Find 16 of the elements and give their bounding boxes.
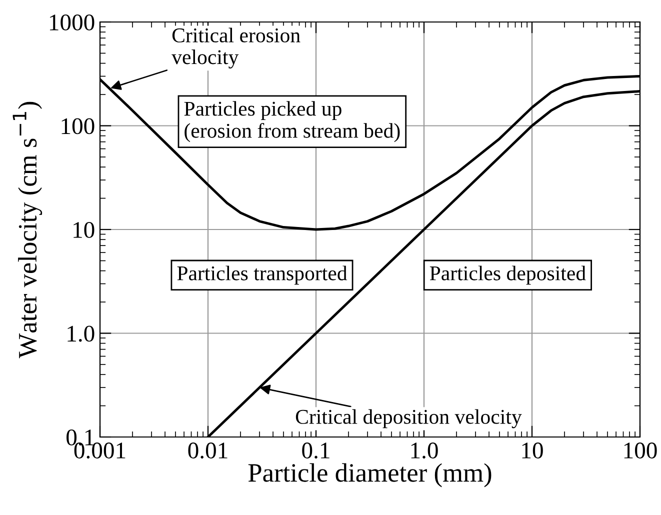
annotation: Critical erosion velocity [172, 28, 300, 68]
y-tick-label: 1000 [50, 14, 94, 30]
y-tick-label: 10 [74, 222, 94, 238]
x-tick-label: 1.0 [411, 442, 438, 459]
annotation: Particles deposited [430, 266, 586, 285]
x-tick-label: 0.1 [302, 442, 330, 459]
x-tick-label: 100 [624, 442, 657, 458]
y-tick-label: 100 [62, 118, 94, 134]
x-tick-label: 0.01 [188, 442, 228, 459]
y-axis-title: Water velocity (cm s$^{−1}$) [12, 102, 42, 358]
y-tick-label: 1.0 [68, 326, 94, 342]
annotation: Particles picked up (erosion from stream bed) [184, 101, 400, 142]
annotation: Particles transported [177, 266, 348, 285]
x-tick-label: 10 [522, 442, 543, 458]
annotation: Critical deposition velocity [296, 409, 522, 428]
x-axis-title: Particle diameter (mm) [248, 463, 492, 488]
